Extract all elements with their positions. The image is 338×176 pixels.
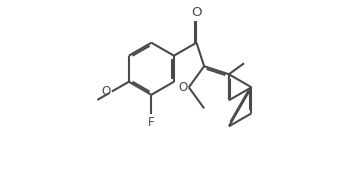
- Text: O: O: [178, 81, 188, 94]
- Text: O: O: [191, 6, 202, 19]
- Text: F: F: [148, 116, 155, 129]
- Text: O: O: [101, 85, 111, 98]
